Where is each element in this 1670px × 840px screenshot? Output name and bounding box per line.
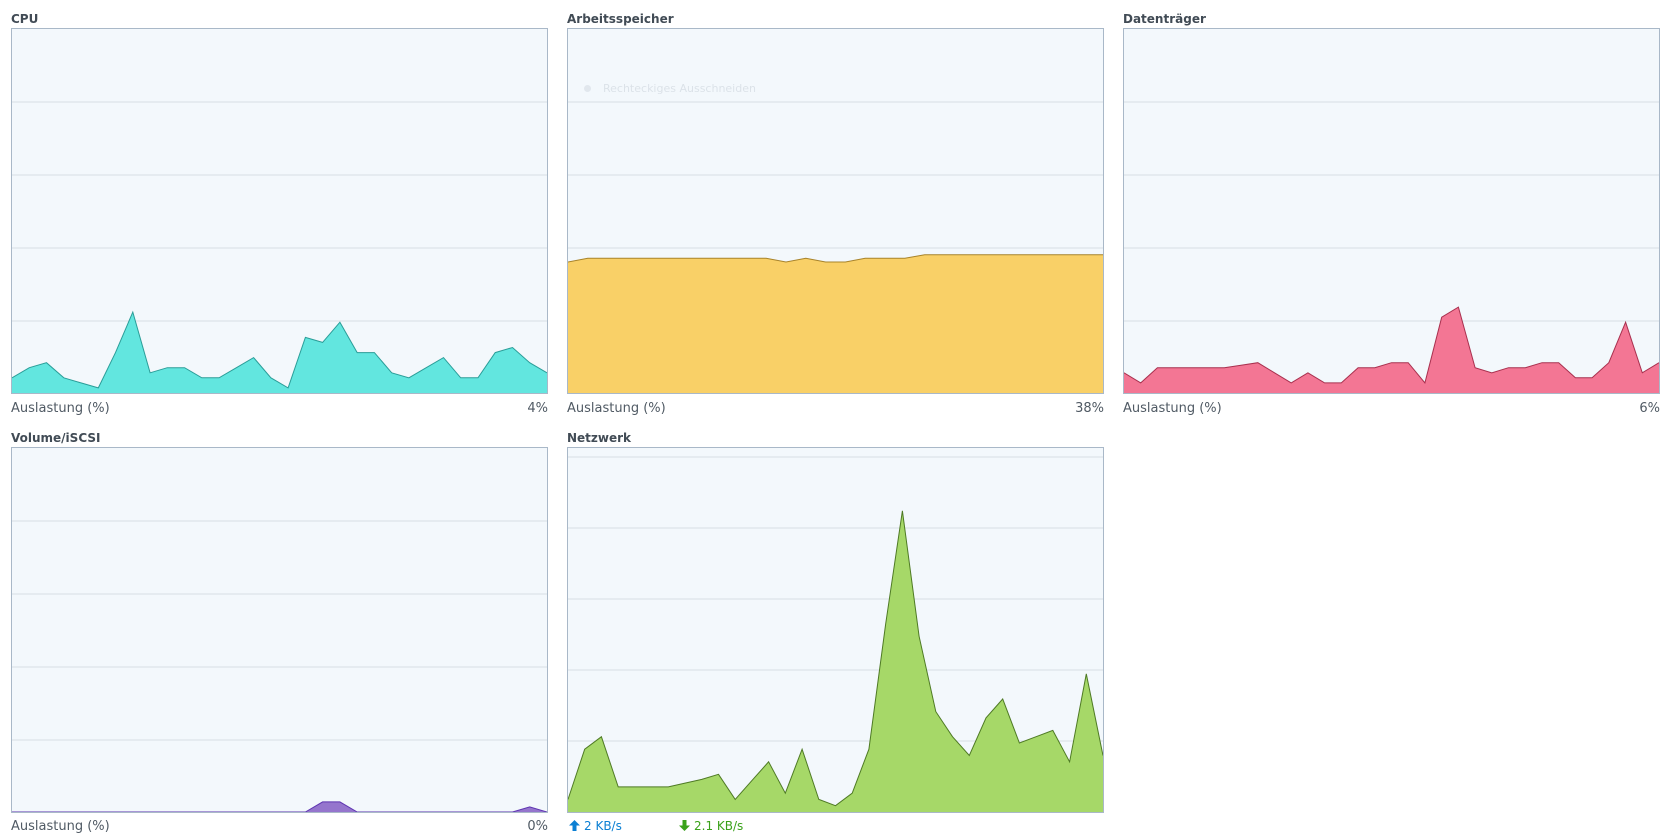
cpu-chart-svg (12, 101, 547, 393)
memory-title: Arbeitsspeicher (567, 12, 674, 26)
volume-line (12, 801, 547, 812)
cpu-area (12, 312, 547, 393)
network-upload: 2 KB/s (569, 819, 622, 833)
ghost-menu-icon (584, 85, 591, 92)
memory-area (568, 254, 1103, 393)
memory-chart-svg (568, 101, 1103, 393)
cpu-footer-value: 4% (527, 401, 548, 416)
cpu-line (12, 310, 547, 389)
volume-footer-label: Auslastung (%) (11, 819, 110, 834)
memory-chart: Rechteckiges Ausschneiden (567, 28, 1104, 394)
download-arrow-icon (679, 820, 690, 831)
volume-chart-svg (12, 520, 547, 812)
ghost-menu-label: Rechteckiges Ausschneiden (603, 82, 756, 95)
disk-footer-label: Auslastung (%) (1123, 401, 1222, 416)
disk-line (1124, 306, 1659, 384)
network-upload-value: 2 KB/s (584, 819, 622, 833)
disk-footer-value: 6% (1639, 401, 1660, 416)
disk-chart (1123, 28, 1660, 394)
network-area (568, 510, 1103, 812)
network-line (568, 510, 1103, 807)
memory-footer-value: 38% (1075, 401, 1104, 416)
disk-area (1124, 307, 1659, 393)
disk-chart-svg (1124, 101, 1659, 393)
network-download-value: 2.1 KB/s (694, 819, 744, 833)
cpu-footer-label: Auslastung (%) (11, 401, 110, 416)
volume-chart (11, 447, 548, 813)
volume-area (12, 801, 547, 812)
network-chart (567, 447, 1104, 813)
volume-title: Volume/iSCSI (11, 431, 101, 445)
ghost-menu-item: Rechteckiges Ausschneiden (576, 79, 801, 99)
memory-footer-label: Auslastung (%) (567, 401, 666, 416)
cpu-title: CPU (11, 12, 39, 26)
cpu-chart (11, 28, 548, 394)
volume-footer-value: 0% (527, 819, 548, 834)
disk-title: Datenträger (1123, 12, 1206, 26)
network-download: 2.1 KB/s (679, 819, 743, 833)
memory-line (568, 254, 1103, 263)
upload-arrow-icon (569, 820, 580, 831)
network-title: Netzwerk (567, 431, 632, 445)
network-chart-svg (568, 456, 1103, 812)
